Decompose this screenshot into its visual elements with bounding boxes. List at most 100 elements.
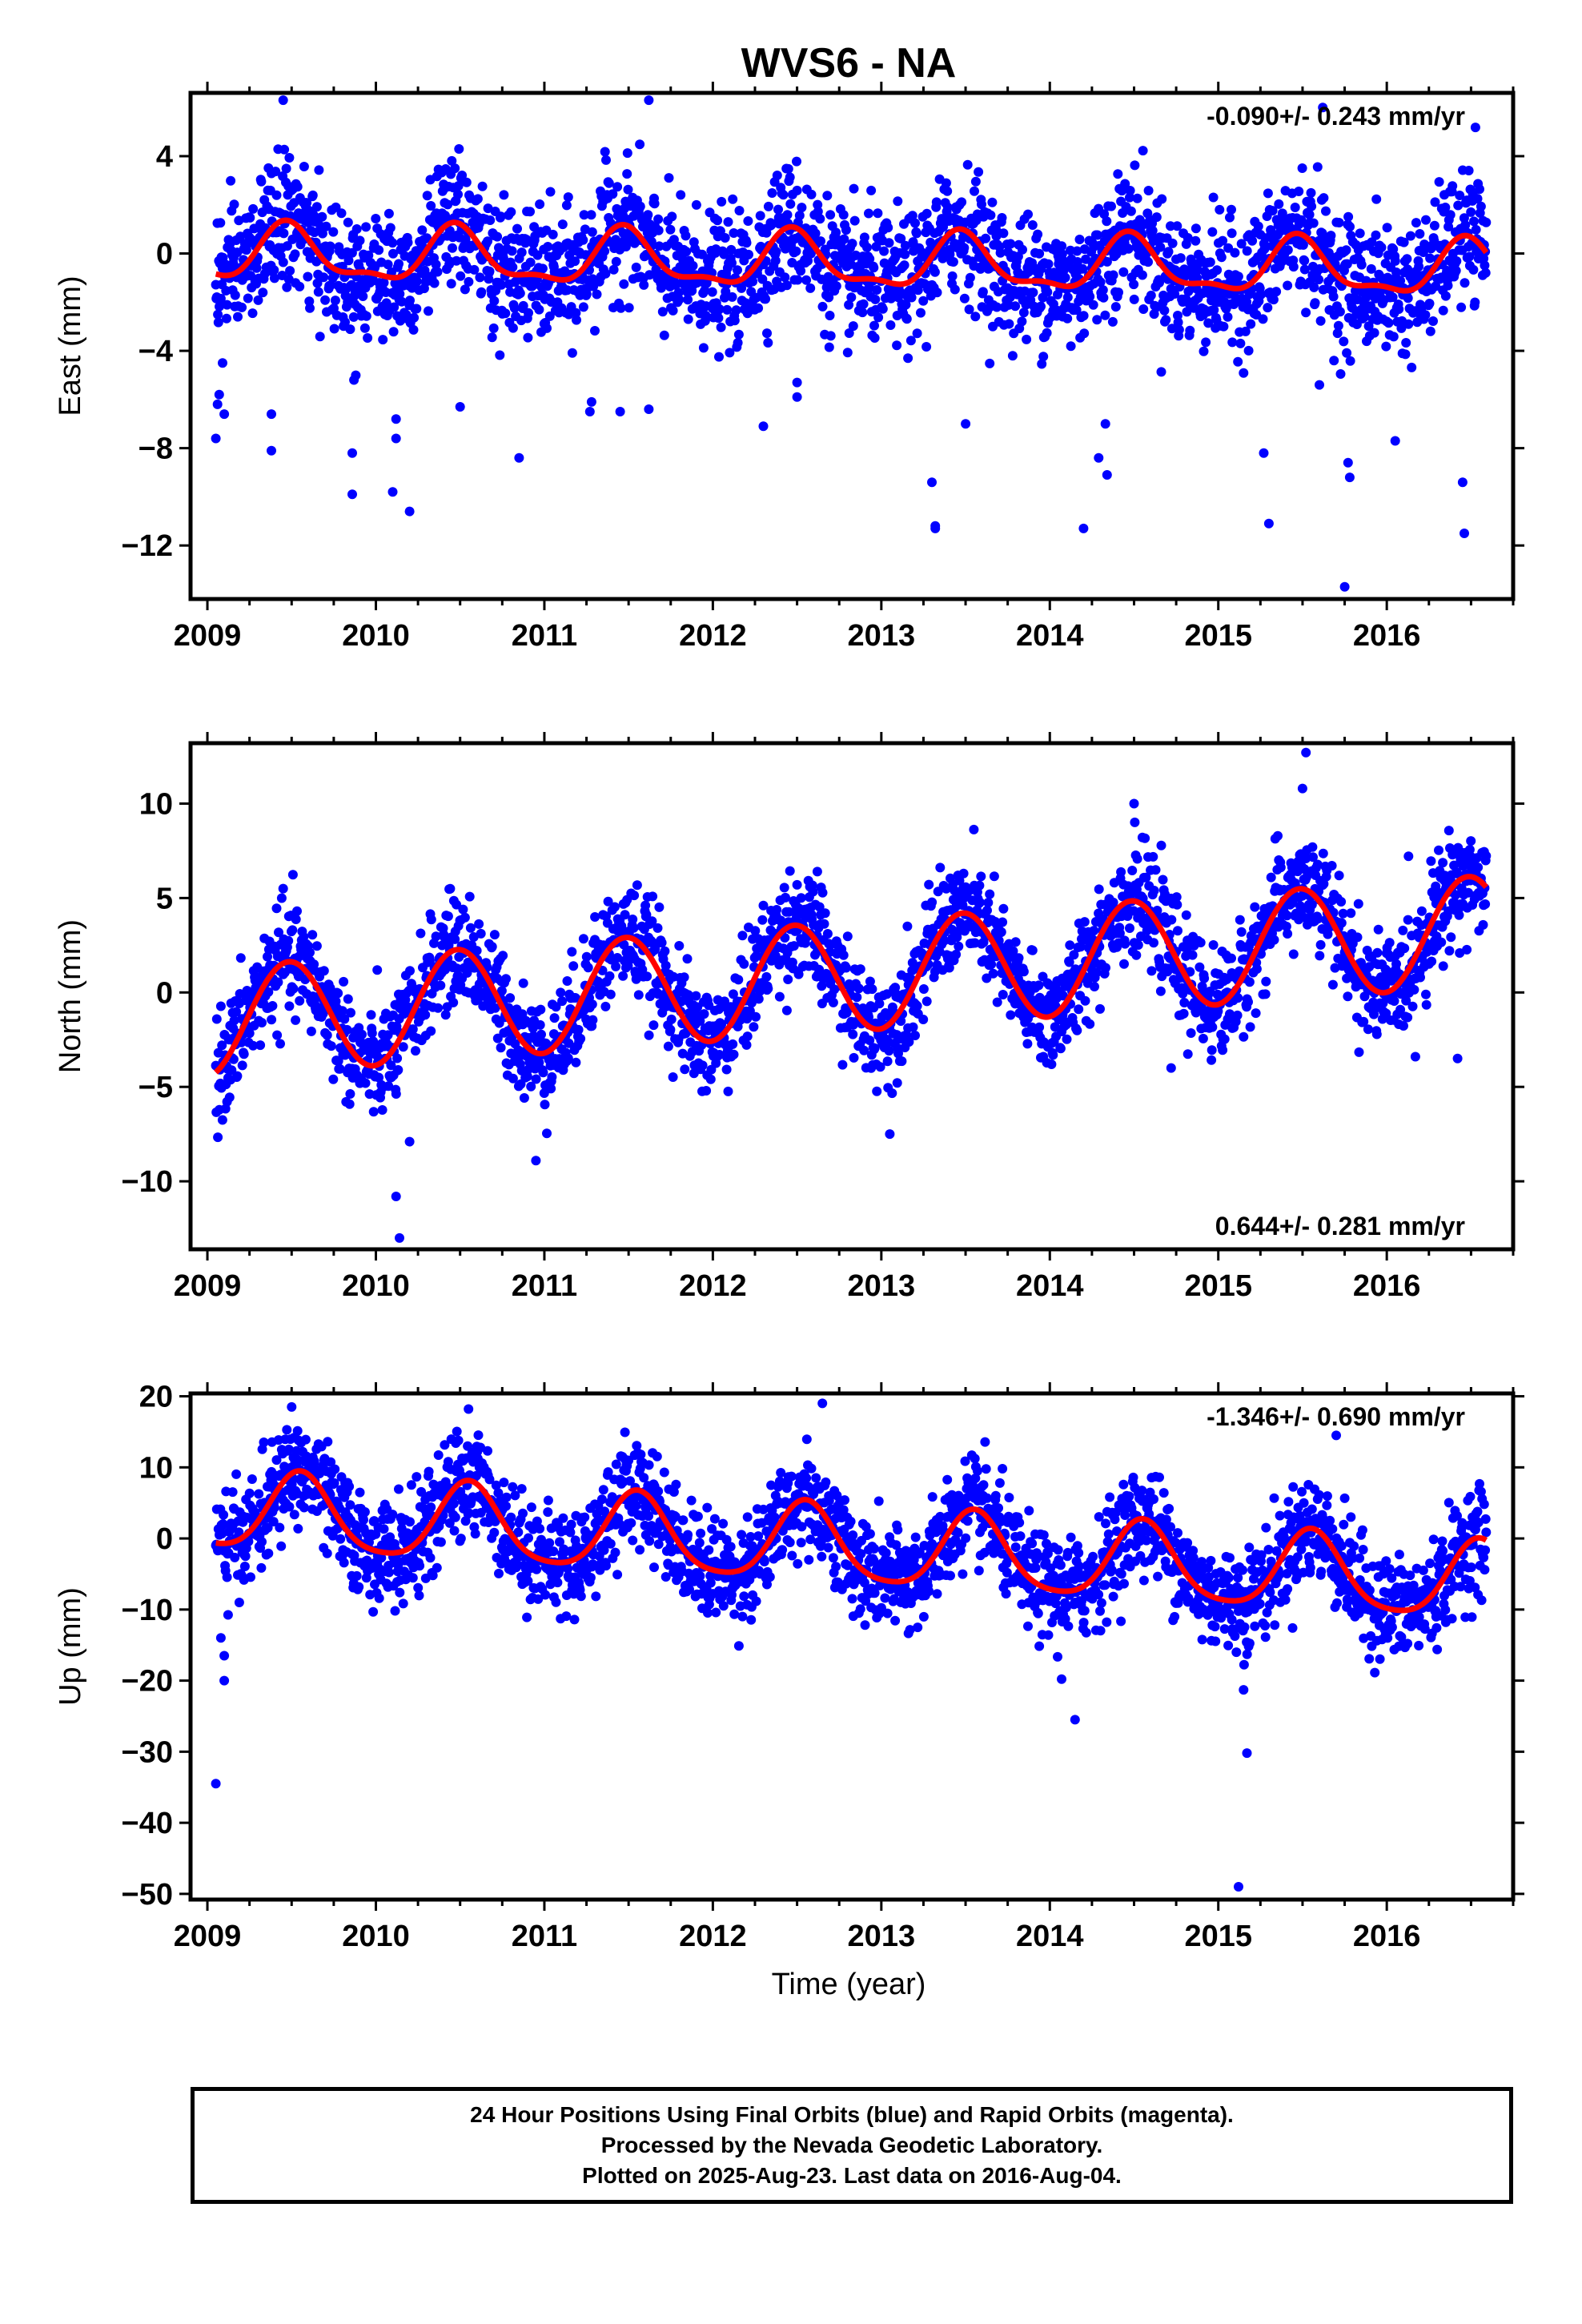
- data-point: [271, 190, 282, 200]
- data-point: [733, 975, 744, 985]
- data-point: [654, 241, 665, 251]
- data-point: [903, 353, 913, 364]
- data-point: [1297, 891, 1307, 901]
- data-point: [852, 992, 862, 1003]
- data-point: [1227, 953, 1236, 963]
- data-point: [1120, 939, 1130, 949]
- data-point: [1336, 897, 1347, 907]
- data-point: [360, 1078, 371, 1088]
- data-point: [734, 206, 745, 215]
- data-point: [1078, 263, 1088, 274]
- data-point: [1207, 1022, 1218, 1032]
- data-point: [1298, 912, 1308, 923]
- data-point: [761, 971, 772, 982]
- data-point: [540, 1100, 550, 1110]
- data-point: [912, 328, 922, 339]
- data-point: [737, 283, 747, 293]
- data-point: [417, 225, 428, 235]
- data-point: [556, 987, 566, 998]
- data-point: [452, 899, 462, 910]
- data-point: [1326, 231, 1336, 241]
- data-point: [1263, 188, 1273, 199]
- data-point: [1371, 230, 1381, 240]
- data-point: [729, 228, 739, 238]
- data-point: [897, 1056, 907, 1067]
- data-point: [1476, 201, 1486, 211]
- data-point: [508, 262, 518, 272]
- data-point: [631, 262, 641, 272]
- data-point: [1227, 204, 1236, 215]
- data-point: [1283, 929, 1293, 939]
- data-point-outlier: [586, 396, 596, 407]
- data-point: [985, 358, 995, 368]
- data-point: [745, 1006, 755, 1016]
- data-point: [1267, 206, 1278, 216]
- data-point: [534, 304, 544, 315]
- data-point: [248, 1040, 259, 1051]
- data-point: [1400, 349, 1411, 360]
- data-point: [1242, 246, 1252, 256]
- data-point: [587, 227, 597, 237]
- data-point: [1299, 264, 1310, 275]
- data-point: [1057, 241, 1067, 251]
- data-point: [1233, 271, 1243, 282]
- data-point: [1215, 204, 1225, 215]
- data-point: [995, 247, 1006, 258]
- data-point: [755, 211, 765, 221]
- data-point: [288, 983, 299, 994]
- data-point: [691, 991, 701, 1001]
- data-point: [668, 1072, 678, 1082]
- data-point: [1182, 307, 1192, 317]
- data-point: [1244, 977, 1255, 987]
- data-point: [859, 232, 869, 243]
- data-point: [1064, 957, 1074, 967]
- data-point: [1166, 221, 1175, 231]
- data-point: [653, 225, 664, 235]
- data-point: [721, 1064, 732, 1075]
- data-point: [326, 1041, 336, 1051]
- data-point: [1102, 216, 1112, 227]
- data-point: [748, 276, 758, 287]
- data-point: [1155, 986, 1166, 996]
- data-point: [483, 203, 493, 214]
- data-point: [1195, 962, 1205, 972]
- data-point: [1006, 239, 1016, 249]
- data-point: [251, 263, 262, 273]
- panel-north: 2009 2010 2011 2012 2013 2014 2015 20161050−5−1…: [54, 732, 1524, 1303]
- data-point: [1468, 264, 1479, 275]
- data-point: [498, 951, 508, 961]
- data-point: [516, 247, 527, 258]
- data-point: [604, 178, 614, 188]
- data-point: [622, 148, 632, 159]
- data-point: [363, 250, 374, 260]
- data-point: [1199, 973, 1210, 983]
- data-point: [535, 1019, 545, 1030]
- figure-title: WVS6 - NA: [741, 40, 957, 86]
- data-point: [465, 923, 476, 933]
- x-tick-label: 2012: [679, 619, 747, 653]
- data-point: [278, 257, 288, 267]
- data-point: [501, 974, 511, 984]
- data-point: [842, 931, 853, 942]
- data-point: [263, 987, 274, 997]
- data-point: [460, 912, 470, 923]
- data-point-outlier: [1344, 472, 1355, 483]
- data-point: [620, 910, 630, 920]
- data-point: [1403, 851, 1414, 862]
- data-point: [377, 1105, 387, 1115]
- data-point: [1247, 235, 1258, 246]
- data-point: [817, 887, 828, 898]
- data-point: [592, 289, 602, 300]
- data-point: [215, 301, 224, 312]
- data-point: [1434, 177, 1444, 187]
- data-point: [534, 1057, 544, 1068]
- data-point: [608, 264, 619, 275]
- data-point: [825, 311, 835, 320]
- data-point: [974, 167, 984, 177]
- data-point-outlier: [267, 409, 276, 420]
- data-point: [941, 178, 951, 188]
- data-point: [309, 227, 319, 238]
- data-point: [461, 177, 472, 187]
- data-point: [1147, 226, 1158, 235]
- data-point: [700, 285, 710, 296]
